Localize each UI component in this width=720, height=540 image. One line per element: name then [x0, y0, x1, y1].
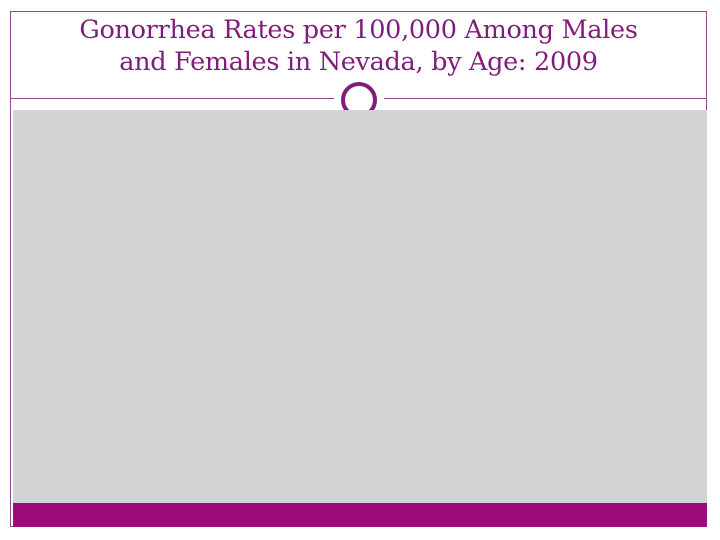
title-line-1: Gonorrhea Rates per 100,000 Among Males	[79, 15, 638, 45]
title-line-2: and Females in Nevada, by Age: 2009	[119, 47, 598, 77]
image-placeholder-panel	[13, 110, 707, 503]
footer-bar	[13, 503, 707, 527]
slide-title: Gonorrhea Rates per 100,000 Among Males …	[10, 14, 707, 78]
